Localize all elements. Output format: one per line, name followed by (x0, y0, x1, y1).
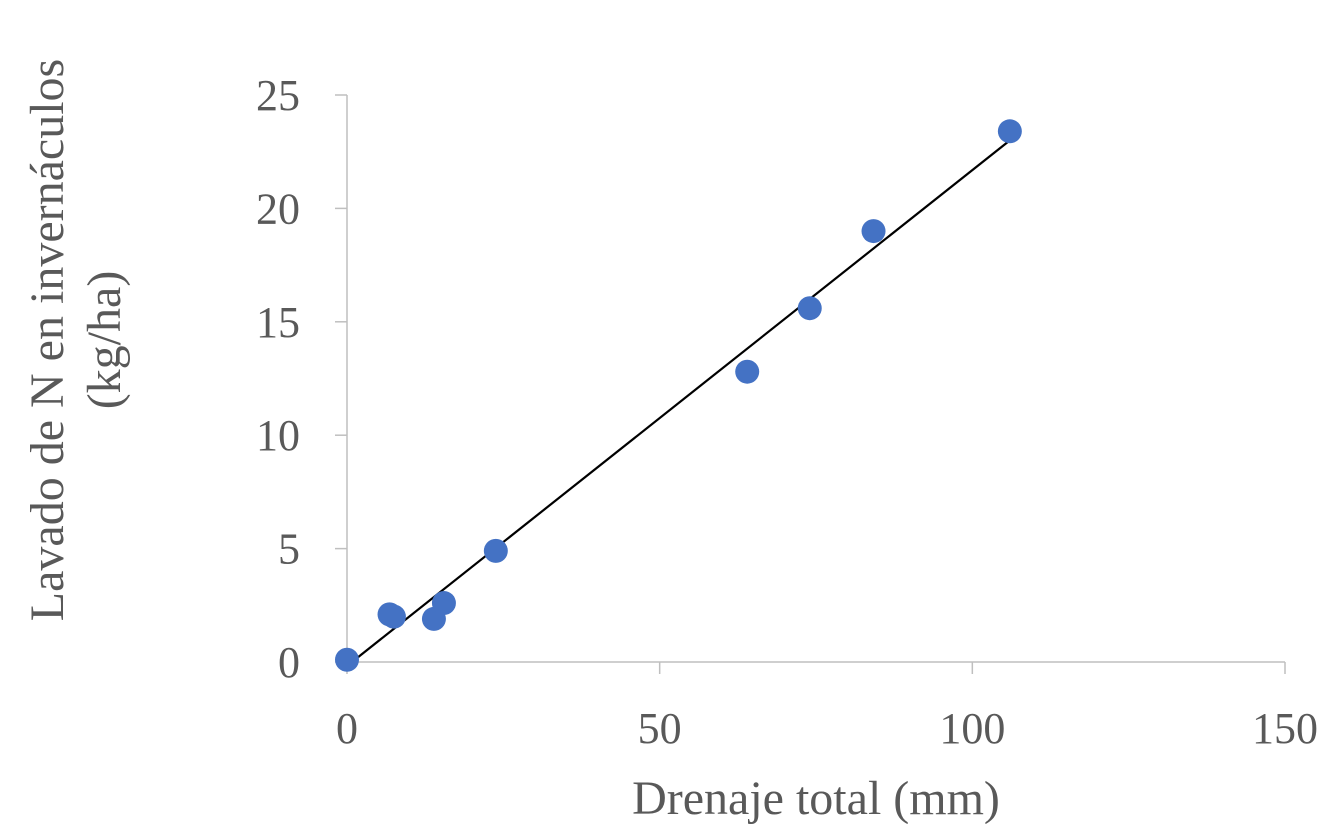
x-tick-label: 150 (1252, 704, 1318, 753)
y-tick-label: 5 (278, 525, 300, 574)
data-point (861, 219, 886, 244)
data-point (483, 538, 508, 563)
data-point (997, 119, 1022, 144)
y-axis-title-line-2: (kg/ha) (78, 271, 131, 410)
x-axis-title: Drenaje total (mm) (632, 772, 1000, 824)
x-tick-label: 0 (336, 704, 358, 753)
x-tick-label: 50 (638, 704, 682, 753)
data-point (431, 591, 456, 616)
y-tick-label: 10 (256, 411, 300, 460)
trendline-group (351, 139, 1011, 663)
y-tick-label: 20 (256, 184, 300, 233)
data-point (797, 296, 822, 321)
data-point (335, 647, 359, 672)
data-point (735, 359, 760, 384)
x-axis-ticks: 0 50 100 150 (336, 662, 1318, 753)
data-point (381, 604, 406, 629)
y-axis-title: Lavado de N en invernáculos (kg/ha) (21, 59, 131, 621)
y-tick-label: 25 (256, 71, 300, 120)
data-points (335, 119, 1022, 672)
y-tick-label: 15 (256, 298, 300, 347)
trendline (351, 139, 1011, 663)
y-axis-ticks: 0 5 10 15 20 25 (256, 71, 347, 687)
y-axis-title-line-1: Lavado de N en invernáculos (21, 59, 74, 621)
y-tick-label: 0 (278, 638, 300, 687)
x-tick-label: 100 (939, 704, 1005, 753)
